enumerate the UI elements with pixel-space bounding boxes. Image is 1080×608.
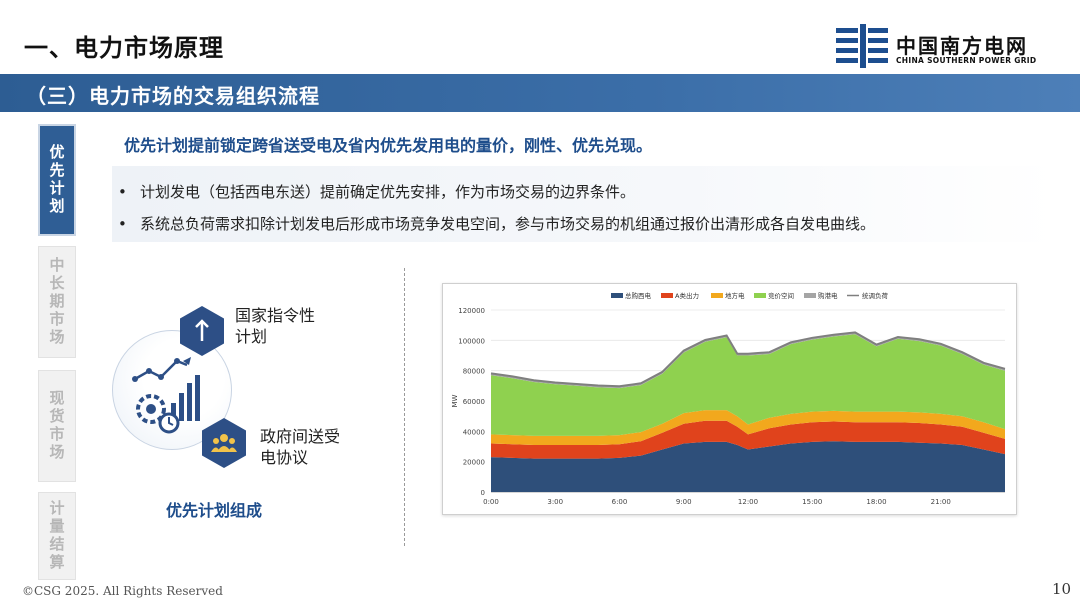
x-tick-label: 21:00 — [931, 498, 951, 506]
section-title: （三）电力市场的交易组织流程 — [26, 84, 320, 108]
bullet-dot: • — [118, 183, 127, 201]
label-line: 政府间送受 — [260, 427, 341, 446]
divider — [404, 268, 405, 546]
tab-mid-long-term-market[interactable]: 中长期市场 — [38, 246, 76, 358]
label-line: 电协议 — [260, 448, 309, 467]
tab-spot-market[interactable]: 现货市场 — [38, 370, 76, 482]
area-series — [491, 334, 1005, 436]
key-statement: 优先计划提前锁定跨省送受电及省内优先发用电的量价，刚性、优先兑现。 — [124, 136, 653, 155]
legend-label: 购港电 — [818, 291, 838, 300]
tab-priority-plan[interactable]: 优先计划 — [38, 124, 76, 236]
tab-label: 现货市场 — [47, 390, 66, 462]
x-tick-label: 6:00 — [612, 498, 628, 506]
y-tick-label: 40000 — [463, 428, 485, 436]
up-arrow-icon — [195, 319, 209, 341]
tab-label: 优先计划 — [47, 144, 66, 216]
logo-chinese-name: 中国南方电网 — [896, 34, 1028, 58]
x-tick-label: 3:00 — [547, 498, 563, 506]
x-tick-label: 0:00 — [483, 498, 499, 506]
bullet-item: • 系统总负荷需求扣除计划发电后形成市场竞争发电空间，参与市场交易的机组通过报价出… — [118, 213, 875, 234]
y-tick-label: 20000 — [463, 459, 485, 467]
csg-logo-icon — [836, 24, 888, 68]
area-series — [491, 410, 1005, 445]
load-composition-chart: 0 20000 40000 60000 80000 100000 120000 MW 0:00 3… — [442, 283, 1017, 515]
legend-swatch — [661, 293, 673, 298]
y-axis-label: MW — [451, 394, 459, 407]
inter-government-agreement-badge — [202, 418, 246, 468]
legend-label: 总购西电 — [625, 291, 652, 300]
area-series — [491, 441, 1005, 492]
company-logo: 中国南方电网 CHINA SOUTHERN POWER GRID — [836, 24, 1066, 68]
people-group-icon — [211, 434, 237, 452]
bullet-item: • 计划发电（包括西电东送）提前确定优先安排，作为市场交易的边界条件。 — [118, 181, 635, 202]
chart-svg: 0 20000 40000 60000 80000 100000 120000 MW 0:00 3… — [451, 291, 1006, 506]
y-tick-label: 0 — [481, 489, 485, 497]
tab-metering-settlement[interactable]: 计量结算 — [38, 492, 76, 580]
analytics-gears-icon — [132, 357, 200, 434]
y-tick-label: 120000 — [458, 307, 485, 315]
logo-english-name: CHINA SOUTHERN POWER GRID — [896, 56, 1037, 65]
x-tick-label: 15:00 — [802, 498, 822, 506]
area-series — [491, 420, 1005, 459]
national-directive-plan-label: 国家指令性 计划 — [235, 305, 315, 347]
national-directive-plan-badge — [180, 306, 224, 356]
diagram-caption: 优先计划组成 — [166, 501, 263, 520]
x-tick-label: 9:00 — [676, 498, 692, 506]
x-tick-label: 12:00 — [738, 498, 758, 506]
bullet-text: 计划发电（包括西电东送）提前确定优先安排，作为市场交易的边界条件。 — [140, 183, 636, 201]
section-title-bar: （三）电力市场的交易组织流程 — [0, 74, 1080, 112]
bullet-text: 系统总负荷需求扣除计划发电后形成市场竞争发电空间，参与市场交易的机组通过报价出清… — [140, 215, 876, 233]
legend-swatch — [711, 293, 723, 298]
label-line: 计划 — [235, 327, 268, 346]
legend-label: 统调负荷 — [862, 291, 889, 300]
y-tick-label: 60000 — [463, 398, 485, 406]
copyright: ©CSG 2025. All Rights Reserved — [22, 584, 223, 598]
area-series — [491, 332, 1005, 389]
y-tick-label: 100000 — [458, 337, 485, 345]
label-line: 国家指令性 — [235, 306, 316, 325]
bullet-dot: • — [118, 215, 127, 233]
x-tick-label: 18:00 — [866, 498, 886, 506]
legend-swatch — [754, 293, 766, 298]
y-tick-label: 80000 — [463, 368, 485, 376]
tab-label: 计量结算 — [47, 500, 66, 572]
legend-swatch — [611, 293, 623, 298]
legend-swatch — [804, 293, 816, 298]
legend-label: 地方电 — [725, 291, 745, 300]
tab-label: 中长期市场 — [47, 257, 66, 347]
bullet-list: • 计划发电（包括西电东送）提前确定优先安排，作为市场交易的边界条件。 • 系统总负… — [112, 166, 1056, 242]
legend-label: A类出力 — [675, 291, 699, 300]
page-title: 一、电力市场原理 — [24, 34, 224, 62]
page-number: 10 — [1052, 580, 1072, 598]
inter-government-agreement-label: 政府间送受 电协议 — [260, 426, 340, 468]
legend-label: 竞价空间 — [768, 291, 794, 300]
load-line — [490, 331, 1006, 388]
